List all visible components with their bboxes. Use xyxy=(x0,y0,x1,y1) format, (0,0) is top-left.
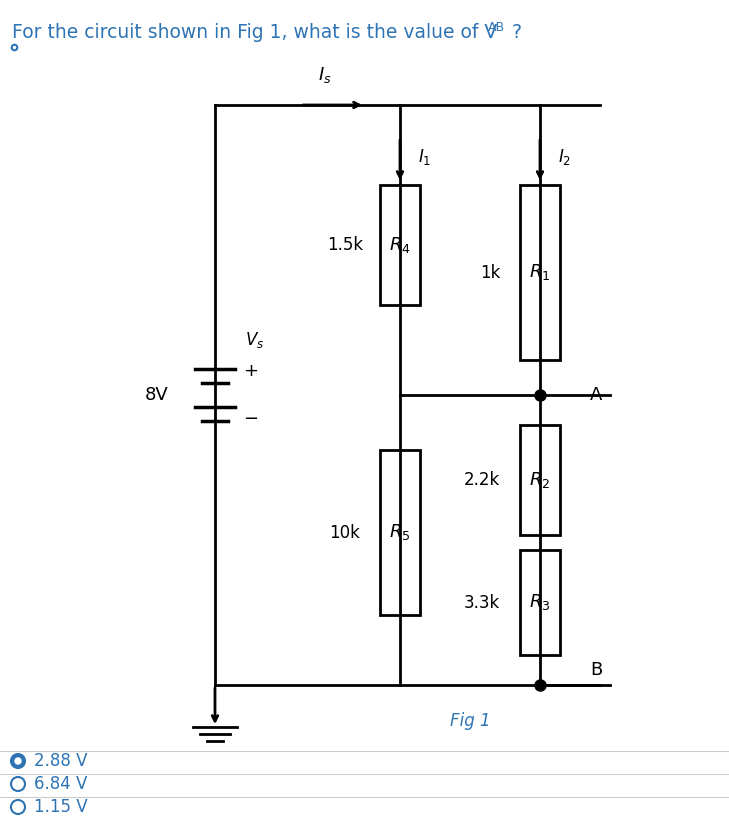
FancyBboxPatch shape xyxy=(520,425,560,535)
FancyBboxPatch shape xyxy=(520,185,560,360)
FancyBboxPatch shape xyxy=(520,550,560,655)
Text: AB: AB xyxy=(488,21,505,34)
Circle shape xyxy=(11,754,25,768)
Text: For the circuit shown in Fig 1, what is the value of V: For the circuit shown in Fig 1, what is … xyxy=(12,23,497,42)
Text: 2.88 V: 2.88 V xyxy=(34,752,87,770)
Text: 6.84 V: 6.84 V xyxy=(34,775,87,793)
Text: B: B xyxy=(590,661,602,679)
Circle shape xyxy=(15,758,21,764)
Text: 10k: 10k xyxy=(330,524,360,541)
Text: $V_s$: $V_s$ xyxy=(245,330,264,350)
Text: ?: ? xyxy=(506,23,522,42)
Text: $R_2$: $R_2$ xyxy=(529,470,550,490)
Text: $I_s$: $I_s$ xyxy=(318,65,332,85)
Text: 1.5k: 1.5k xyxy=(327,236,363,254)
Text: +: + xyxy=(243,362,258,380)
Text: Fig 1: Fig 1 xyxy=(450,712,491,730)
Text: 3.3k: 3.3k xyxy=(464,593,500,611)
Text: A: A xyxy=(590,386,602,404)
FancyBboxPatch shape xyxy=(380,185,420,305)
Text: −: − xyxy=(243,410,258,428)
FancyBboxPatch shape xyxy=(380,450,420,615)
Text: 1.15 V: 1.15 V xyxy=(34,798,87,816)
Text: $I_1$: $I_1$ xyxy=(418,147,432,167)
Text: 2.2k: 2.2k xyxy=(464,471,500,489)
Text: $I_2$: $I_2$ xyxy=(558,147,571,167)
Text: $R_3$: $R_3$ xyxy=(529,592,550,612)
Text: $R_4$: $R_4$ xyxy=(389,235,411,255)
Text: $R_5$: $R_5$ xyxy=(389,522,410,543)
Text: 8V: 8V xyxy=(145,386,169,404)
Text: 1k: 1k xyxy=(480,263,500,281)
Text: $R_1$: $R_1$ xyxy=(529,262,550,282)
